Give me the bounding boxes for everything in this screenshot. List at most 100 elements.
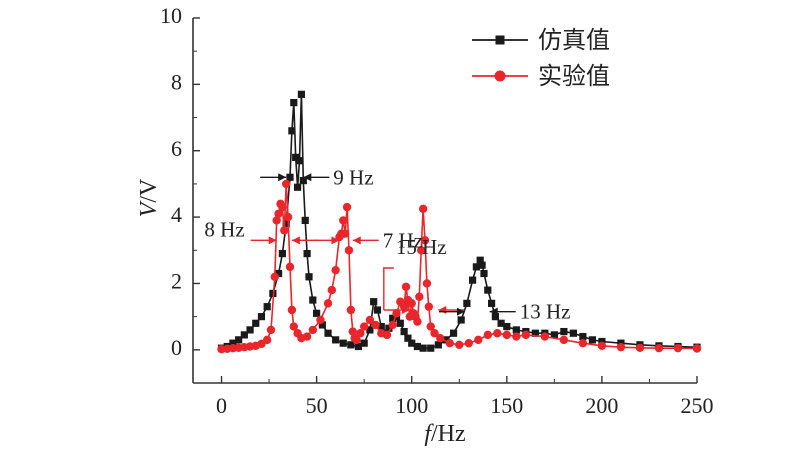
- annotation-arrowhead-left: [456, 307, 465, 316]
- annotation-arrowhead-left: [401, 306, 410, 314]
- data-point-0: [497, 319, 505, 327]
- data-point-1: [359, 322, 369, 331]
- annotation-arrowhead-right: [303, 173, 312, 182]
- data-point-1: [316, 315, 325, 325]
- data-point-1: [289, 322, 298, 331]
- data-point-0: [282, 220, 290, 228]
- data-point-1: [493, 329, 502, 338]
- data-point-1: [323, 299, 333, 308]
- data-point-0: [263, 303, 271, 311]
- data-point-1: [654, 343, 664, 353]
- data-point-0: [370, 298, 378, 306]
- data-point-1: [455, 340, 464, 350]
- data-point-1: [344, 246, 354, 255]
- data-point-1: [401, 282, 411, 291]
- data-point-0: [560, 327, 568, 336]
- data-point-1: [512, 332, 521, 341]
- data-point-1: [692, 344, 702, 353]
- data-point-1: [445, 338, 454, 348]
- y-axis-label-symbol: V: [136, 200, 162, 217]
- y-tick-label: 0: [171, 335, 182, 360]
- data-point-1: [262, 335, 272, 345]
- data-point-1: [635, 343, 645, 353]
- annotation-arrowhead-right: [291, 236, 300, 245]
- data-point-1: [270, 272, 279, 282]
- data-point-0: [240, 331, 248, 339]
- data-point-1: [420, 236, 430, 245]
- y-tick-label: 6: [171, 136, 182, 161]
- x-axis-label-unit: /Hz: [431, 421, 466, 447]
- data-point-0: [299, 176, 307, 185]
- data-point-0: [318, 321, 326, 329]
- data-point-0: [476, 256, 484, 264]
- legend-label: 实验值: [538, 62, 610, 90]
- data-point-1: [483, 330, 492, 340]
- data-point-1: [331, 265, 340, 275]
- data-point-1: [424, 302, 434, 311]
- plot-frame: [192, 18, 697, 384]
- y-axis-label: V/V: [136, 178, 162, 217]
- data-point-1: [430, 329, 439, 338]
- data-point-1: [280, 226, 289, 235]
- annotation-3: 15 Hz: [383, 235, 465, 314]
- data-point-0: [413, 342, 422, 351]
- legend-marker: [494, 70, 506, 82]
- data-point-1: [308, 325, 318, 335]
- data-point-1: [352, 335, 361, 345]
- data-point-1: [474, 335, 483, 345]
- annotation-label: 13 Hz: [520, 300, 571, 324]
- legend-label: 仿真值: [538, 26, 610, 54]
- annotation-0: 9 Hz: [260, 165, 374, 189]
- data-point-0: [288, 127, 296, 135]
- data-point-0: [246, 326, 254, 334]
- data-point-0: [297, 90, 306, 98]
- x-tick-label: 250: [681, 393, 714, 418]
- data-point-0: [478, 261, 486, 269]
- data-point-0: [347, 341, 355, 349]
- data-point-0: [404, 334, 412, 342]
- data-point-1: [388, 320, 397, 330]
- data-point-1: [278, 202, 287, 212]
- annotation-label: 9 Hz: [333, 165, 373, 189]
- x-tick-label: 200: [585, 393, 618, 418]
- data-point-0: [303, 249, 311, 258]
- data-point-1: [382, 330, 392, 340]
- data-point-1: [342, 202, 352, 212]
- data-point-0: [385, 324, 393, 332]
- data-point-0: [229, 339, 237, 347]
- data-point-0: [442, 336, 450, 344]
- data-point-1: [266, 325, 276, 335]
- data-point-0: [324, 329, 332, 337]
- data-point-0: [487, 299, 496, 307]
- data-point-1: [436, 334, 445, 343]
- annotation-label: 8 Hz: [204, 217, 244, 241]
- data-point-0: [332, 336, 340, 344]
- data-point-1: [578, 338, 588, 348]
- annotation-arrowhead-right: [438, 306, 447, 314]
- data-point-1: [502, 330, 512, 340]
- data-point-0: [292, 153, 300, 161]
- data-point-1: [365, 315, 375, 325]
- legend-entry-1: 实验值: [472, 62, 610, 90]
- data-point-1: [371, 320, 380, 330]
- legend-entry-0: 仿真值: [472, 26, 610, 54]
- data-point-0: [579, 332, 587, 341]
- data-point-0: [305, 273, 313, 281]
- data-point-1: [287, 305, 297, 315]
- data-point-1: [407, 299, 416, 308]
- data-point-1: [413, 317, 422, 326]
- data-point-0: [313, 309, 321, 317]
- annotation-label: 15 Hz: [396, 235, 447, 259]
- data-point-0: [294, 183, 302, 191]
- x-axis-label: f/Hz: [424, 421, 465, 447]
- data-point-0: [360, 339, 368, 347]
- data-point-1: [327, 285, 337, 295]
- data-point-0: [468, 276, 477, 284]
- data-point-1: [464, 338, 473, 348]
- annotation-2: 7 Hz: [313, 228, 423, 252]
- series-1: [217, 179, 702, 354]
- y-tick-label: 10: [160, 3, 182, 28]
- data-point-1: [348, 327, 357, 336]
